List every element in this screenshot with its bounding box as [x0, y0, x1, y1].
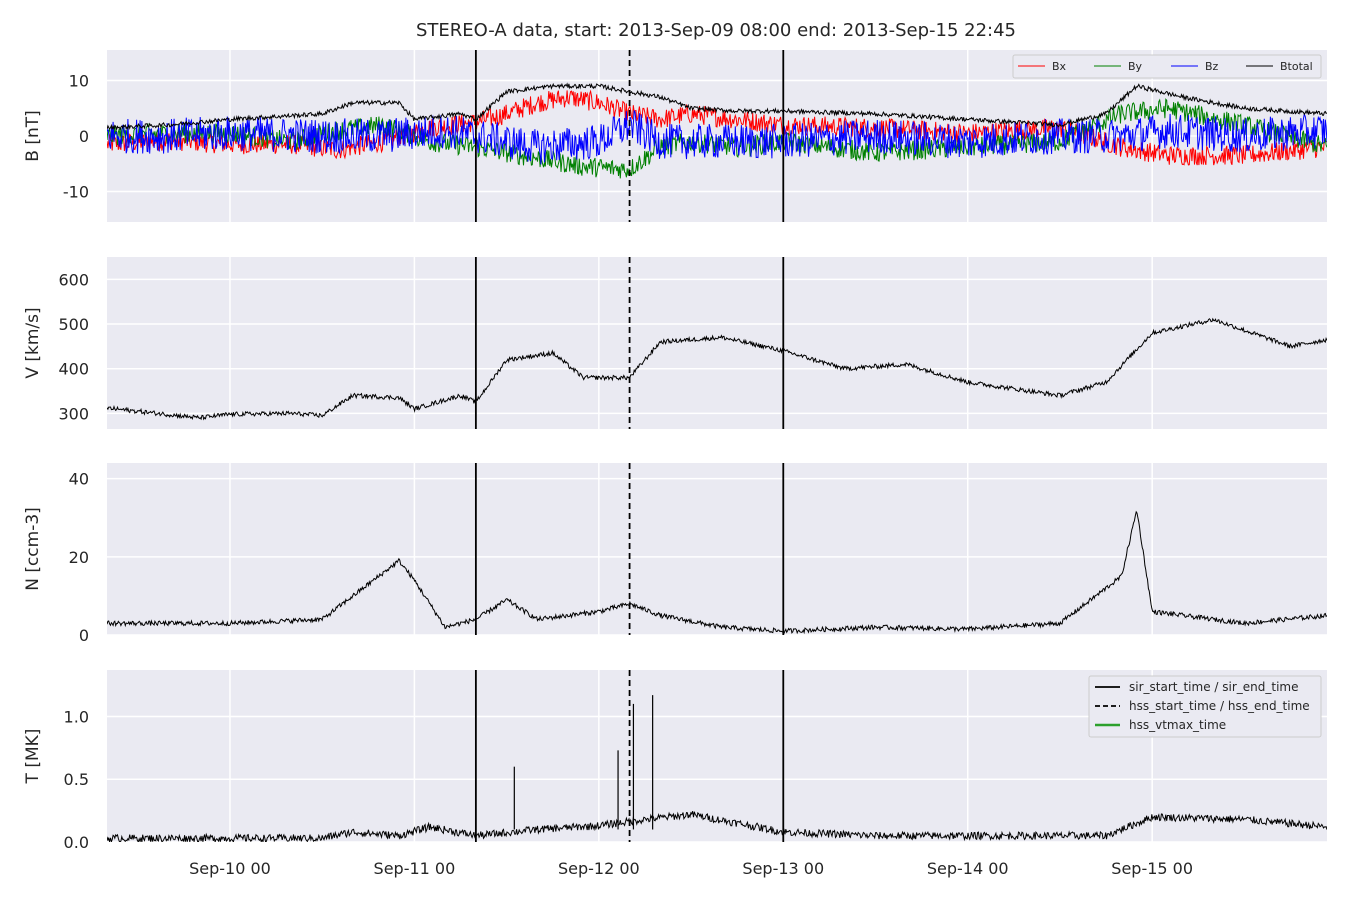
legend-events: sir_start_time / sir_end_time hss_start_t…: [1088, 675, 1322, 738]
legend-label-bz: Bz: [1205, 60, 1219, 73]
y-axis-label: T [MK]: [23, 729, 43, 785]
y-tick-label: 0.5: [64, 770, 89, 789]
y-axis-label: N [ccm-3]: [23, 507, 43, 591]
legend-label-3: hss_vtmax_time: [1129, 718, 1226, 732]
panel-background: [107, 257, 1327, 429]
legend-label-1: sir_start_time / sir_end_time: [1129, 680, 1299, 694]
y-tick-label: 300: [58, 404, 89, 423]
series-line-3-1: [107, 510, 1327, 635]
y-tick-label: 0: [79, 127, 89, 146]
x-tick-label: Sep-11 00: [374, 859, 456, 878]
series-line-bz: [107, 110, 1327, 165]
legend-box: [1088, 675, 1322, 738]
y-tick-label: 1.0: [64, 707, 89, 726]
y-tick-label: 40: [69, 470, 89, 489]
y-tick-label: 20: [69, 548, 89, 567]
panel-3: 0 20 40 N [ccm-3]: [23, 463, 1327, 645]
y-tick-label: 10: [69, 72, 89, 91]
panel-2: 300 400 500 600 V [km/s]: [23, 257, 1327, 429]
legend-box: [1012, 54, 1322, 79]
y-tick-label: 400: [58, 360, 89, 379]
y-axis-label: B [nT]: [23, 110, 43, 162]
y-axis-label: V [km/s]: [23, 307, 43, 378]
x-tick-label: Sep-12 00: [558, 859, 640, 878]
x-tick-label: Sep-15 00: [1111, 859, 1193, 878]
panel-4: 0.0 0.5 1.0 T [MK] sir_start_time / sir_end_…: [23, 670, 1327, 852]
panel-background: [107, 463, 1327, 635]
y-tick-label: 600: [58, 270, 89, 289]
legend-label-btotal: Btotal: [1280, 60, 1313, 73]
y-tick-label: -10: [63, 182, 89, 201]
figure-title: STEREO-A data, start: 2013-Sep-09 08:00 …: [416, 20, 1016, 41]
y-tick-label: 500: [58, 315, 89, 334]
x-tick-label: Sep-10 00: [189, 859, 271, 878]
legend-label-bx: Bx: [1052, 60, 1067, 73]
legend-label-by: By: [1128, 60, 1143, 73]
x-tick-label: Sep-14 00: [927, 859, 1009, 878]
legend-b: Bx By Bz Btotal: [1012, 54, 1322, 79]
series-line-4-1: [107, 811, 1327, 842]
legend-label-2: hss_start_time / hss_end_time: [1129, 699, 1310, 713]
series-line-btotal: [107, 82, 1327, 132]
y-tick-label: 0: [79, 626, 89, 645]
panel-1: -10 0 10 B [nT] Bx By Bz Btotal: [23, 50, 1327, 222]
y-tick-label: 0.0: [64, 833, 89, 852]
series-line-2-1: [107, 317, 1327, 421]
x-tick-label: Sep-13 00: [742, 859, 824, 878]
